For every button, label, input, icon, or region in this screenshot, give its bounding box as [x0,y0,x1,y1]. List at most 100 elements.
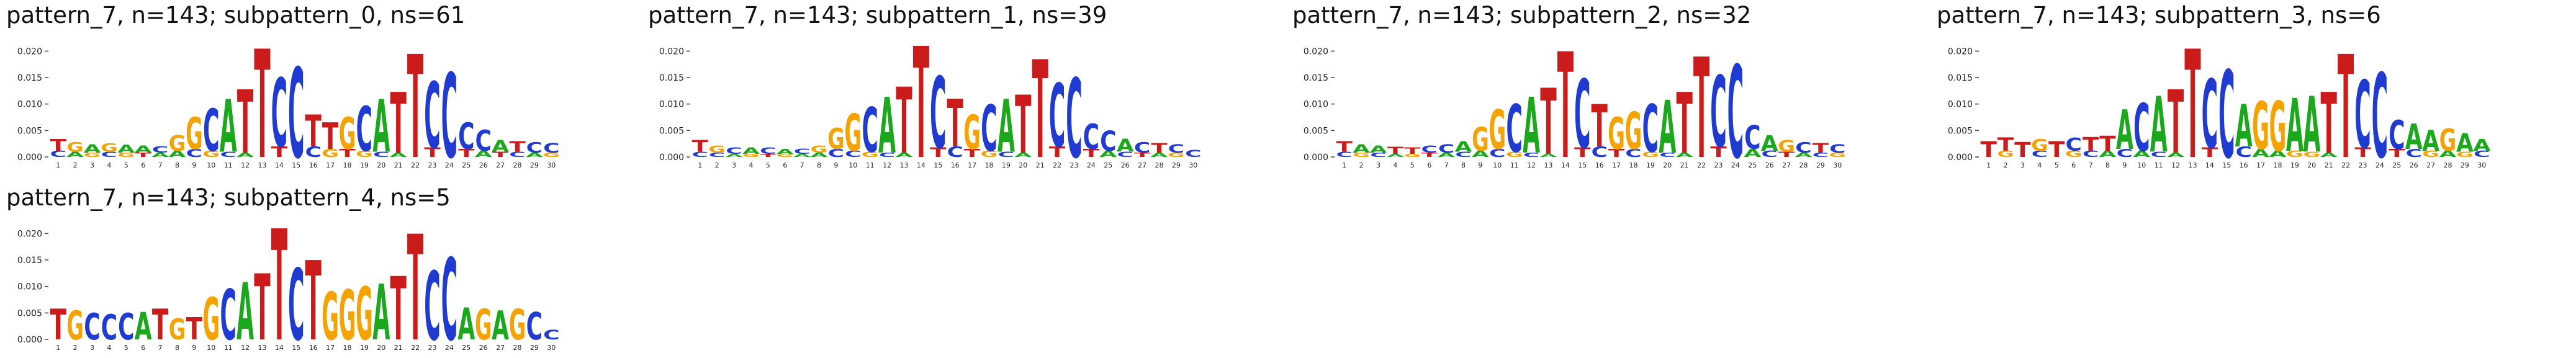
x-tick-label: 2 [1359,161,1364,169]
logo-letter-A: A [2252,146,2269,159]
logo-letter-C: C [543,140,559,155]
x-tick-label: 14 [1561,161,1570,169]
logo-letter-C: C [930,56,946,170]
logo-letter-T: T [1049,143,1066,161]
logo-letter-G: G [981,149,998,159]
logo-letter-T: T [1032,32,1048,172]
logo-letter-C: C [1727,39,1744,172]
logo-letter-A: A [2269,149,2287,159]
logo-letter-T: T [1981,136,1997,162]
x-tick-label: 1 [698,161,702,169]
logo-letter-C: C [2083,149,2099,159]
x-tick-label: 24 [2376,161,2384,169]
logo-letter-G: G [2269,87,2287,168]
x-tick-label: 23 [428,344,437,352]
logo-letter-C: C [862,94,878,166]
y-tick-label: 0.005 [659,126,684,136]
x-tick-label: 27 [1138,161,1146,169]
x-tick-label: 14 [275,344,284,352]
logo-letter-T: T [2014,138,2031,161]
logo-letter-G: G [1778,137,1795,156]
x-tick-label: 30 [1833,161,1842,169]
x-tick-label: 16 [309,161,318,169]
logo-letter-T: T [2389,147,2405,159]
logo-letter-A: A [1659,86,1676,170]
x-tick-label: 19 [1002,161,1011,169]
x-tick-label: 18 [343,344,352,352]
logo-letter-A: A [896,151,914,158]
x-tick-label: 14 [275,161,284,169]
logo-letter-T: T [1557,30,1574,173]
x-tick-label: 24 [1731,161,1740,169]
logo-letter-A: A [151,151,169,158]
logo-letter-G: G [2286,149,2304,159]
logo-panel-4: pattern_7, n=143; subpattern_4, ns=5 0.0… [5,184,564,358]
x-tick-label: 21 [394,161,403,169]
logo-letter-C: C [828,146,844,159]
logo-letter-C: C [1642,91,1659,167]
x-tick-label: 2 [2004,161,2008,169]
x-tick-label: 16 [1595,161,1604,169]
x-tick-label: 13 [1544,161,1553,169]
y-tick-label: 0.020 [1948,47,1973,56]
logo-letter-T: T [1421,151,1438,158]
logo-letter-A: A [2456,128,2474,158]
x-tick-label: 8 [175,344,179,352]
logo-letter-T: T [390,76,407,172]
y-tick-label: 0.015 [659,73,684,83]
logo-panel-3: pattern_7, n=143; subpattern_3, ns=6 0.0… [1935,2,2494,192]
logo-letter-G: G [2422,149,2439,159]
logo-letter-C: C [373,150,389,159]
logo-letter-T: T [1134,151,1151,158]
logo-letter-A: A [1523,83,1540,171]
x-tick-label: 25 [2392,161,2401,169]
logo-letter-G: G [777,153,794,158]
y-tick-label: 0.020 [17,47,42,56]
sequence-logo-svg: 0.0000.0050.0100.0150.0201CT2GA3CA4AT5GT… [1304,22,1846,191]
x-tick-label: 1 [56,161,60,169]
logo-letter-C: C [186,146,202,159]
logo-letter-C: C [526,140,543,156]
logo-letter-T: T [964,147,981,159]
logo-letter-C: C [1185,147,1201,159]
logo-letter-T: T [2354,145,2371,160]
logo-letter-C: C [709,151,725,158]
logo-letter-T: T [2202,145,2218,160]
logo-letter-G: G [339,109,356,159]
logo-letter-C: C [1336,150,1352,159]
logo-letter-A: A [1676,151,1694,158]
x-tick-label: 28 [1155,161,1164,169]
logo-letter-G: G [509,300,526,349]
logo-letter-G: G [356,272,373,355]
logo-letter-A: A [2235,92,2253,160]
x-tick-label: 30 [547,161,556,169]
logo-letter-G: G [844,103,862,162]
logo-letter-C: C [220,275,236,355]
x-tick-label: 25 [1104,161,1112,169]
logo-letter-T: T [1404,145,1421,155]
logo-letter-T: T [492,150,509,159]
logo-letter-G: G [827,122,845,156]
x-tick-label: 15 [292,344,300,352]
logo-letter-G: G [322,279,339,356]
x-tick-label: 25 [462,344,471,352]
logo-letter-A: A [2150,81,2168,169]
x-tick-label: 5 [766,161,770,169]
x-tick-label: 4 [107,344,111,352]
logo-letter-C: C [845,149,861,159]
logo-letter-C: C [879,151,895,158]
logo-letter-C: C [1438,141,1454,155]
logo-letter-C: C [1625,146,1641,159]
panel-title: pattern_7, n=143; subpattern_4, ns=5 [6,184,451,211]
x-tick-label: 27 [496,344,505,352]
logo-letter-T: T [458,147,475,159]
x-tick-label: 18 [2274,161,2282,169]
x-tick-label: 26 [479,344,488,352]
x-tick-label: 6 [141,161,145,169]
y-tick-label: 0.010 [1948,99,1973,109]
logo-letter-G: G [742,153,760,158]
logo-letter-C: C [509,150,525,159]
panel-title: pattern_7, n=143; subpattern_1, ns=39 [648,2,1107,29]
logo-letter-G: G [1829,151,1846,158]
